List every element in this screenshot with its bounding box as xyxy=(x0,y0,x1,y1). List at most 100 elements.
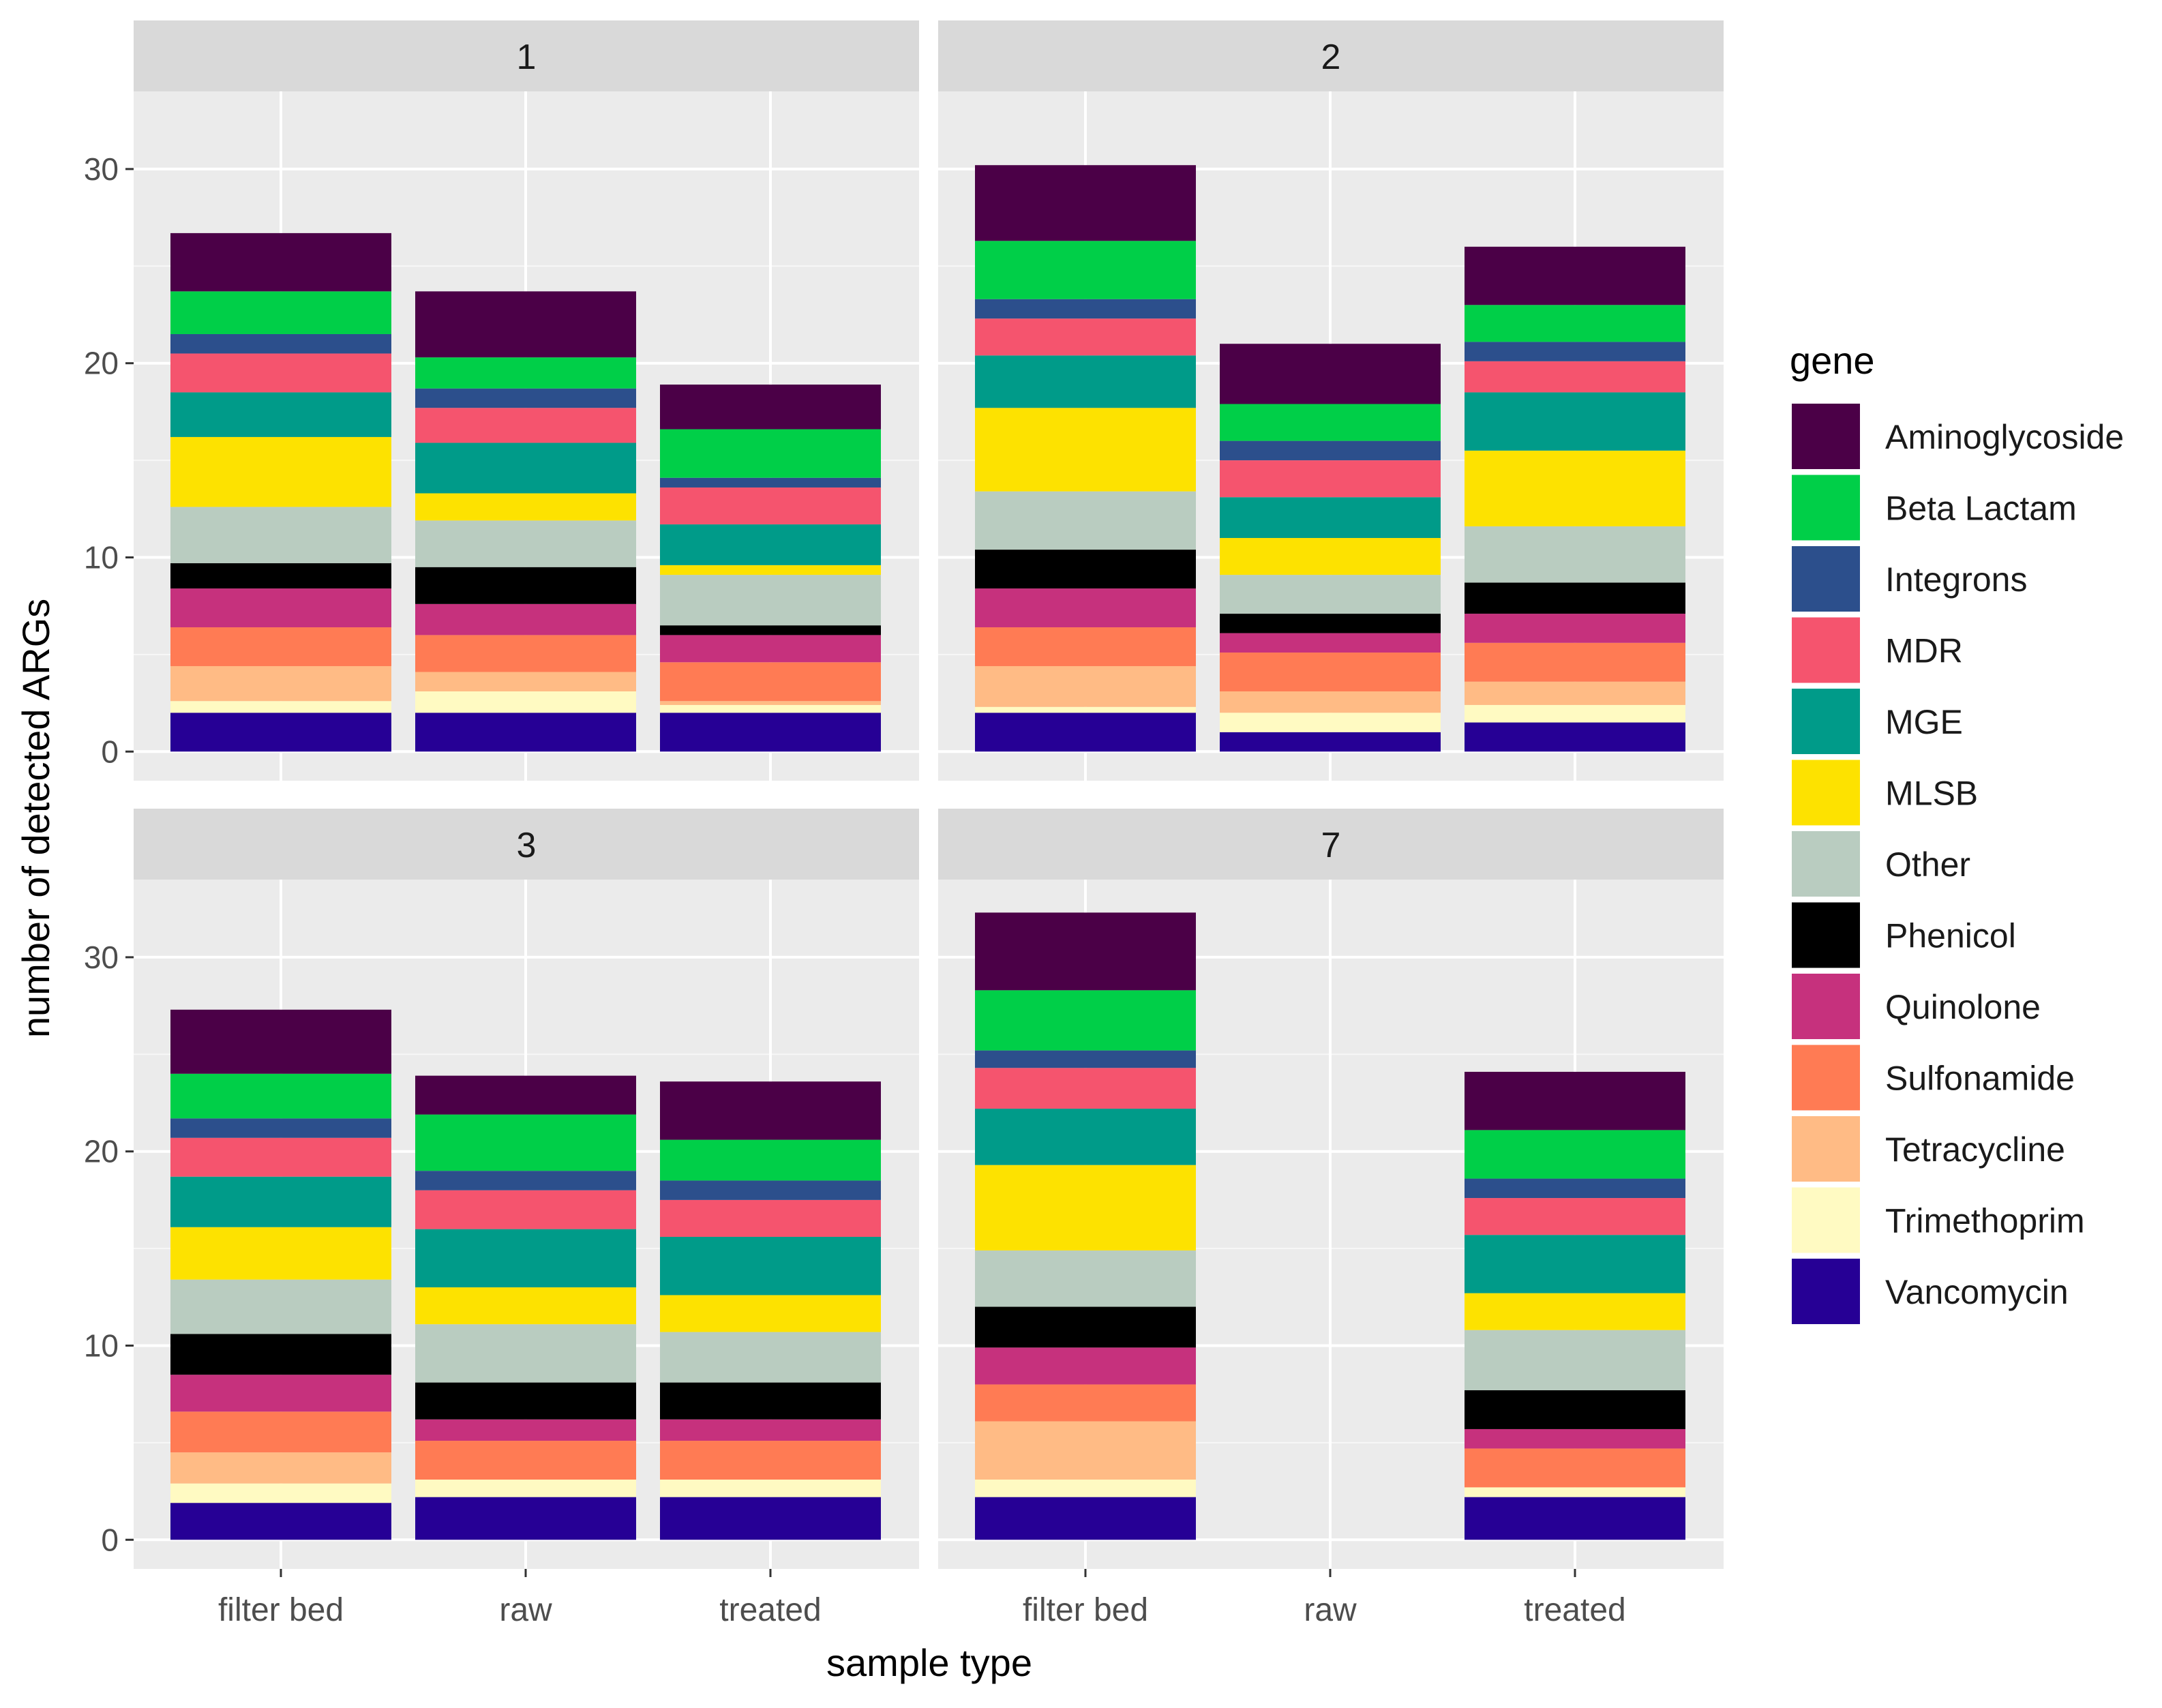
bar-segment-other xyxy=(1465,526,1685,583)
panel-2: 2 xyxy=(938,20,1724,781)
bar-segment-other xyxy=(660,575,881,626)
bar-segment-mlsb xyxy=(975,408,1196,492)
y-tick-label: 10 xyxy=(84,539,119,575)
panel-strip xyxy=(134,809,919,880)
bar-segment-quinolone xyxy=(660,635,881,663)
legend-item: Aminoglycoside xyxy=(1792,404,2124,469)
legend-item: Quinolone xyxy=(1792,974,2041,1039)
legend-swatch xyxy=(1792,617,1860,683)
bar-segment-mlsb xyxy=(975,1165,1196,1250)
bar-segment-beta-lactam xyxy=(975,241,1196,299)
bar-segment-vancomycin xyxy=(975,1497,1196,1540)
panel-7: 7 filter bed raw treated xyxy=(938,809,1724,1628)
bar-segment-mdr xyxy=(170,1137,391,1177)
bar-segment-sulfonamide xyxy=(1465,642,1685,682)
legend-item: Phenicol xyxy=(1792,902,2016,968)
bar-segment-trimethoprim xyxy=(1465,1487,1685,1497)
legend-label: Trimethoprim xyxy=(1885,1202,2085,1240)
legend-swatch xyxy=(1792,831,1860,897)
legend-swatch xyxy=(1792,902,1860,968)
bar-segment-aminoglycoside xyxy=(660,1081,881,1140)
bar-segment-mlsb xyxy=(660,565,881,575)
bar-segment-integrons xyxy=(170,333,391,354)
bar-segment-trimethoprim xyxy=(170,701,391,713)
bar-segment-phenicol xyxy=(1465,1390,1685,1429)
bar-segment-sulfonamide xyxy=(660,662,881,702)
bar-segment-mdr xyxy=(660,1199,881,1238)
legend-item: Trimethoprim xyxy=(1792,1187,2085,1253)
bar-segment-beta-lactam xyxy=(1220,404,1441,441)
legend-item: Integrons xyxy=(1792,546,2027,612)
legend-label: Quinolone xyxy=(1885,988,2041,1026)
bar-segment-phenicol xyxy=(170,1334,391,1375)
bar-segment-vancomycin xyxy=(415,713,636,752)
legend-label: Phenicol xyxy=(1885,917,2016,955)
y-axis-title: number of detected ARGs xyxy=(14,599,57,1038)
bar-segment-vancomycin xyxy=(1220,732,1441,752)
x-tick-label: raw xyxy=(1304,1592,1357,1628)
bar-segment-quinolone xyxy=(975,1347,1196,1385)
legend-label: Other xyxy=(1885,845,1970,884)
bar-segment-trimethoprim xyxy=(170,1483,391,1503)
legend-swatch xyxy=(1792,760,1860,826)
legend-swatch xyxy=(1792,1116,1860,1182)
bar-segment-mlsb xyxy=(1465,1293,1685,1330)
bar-segment-beta-lactam xyxy=(415,357,636,389)
panel-strip xyxy=(938,20,1724,91)
legend-swatch xyxy=(1792,974,1860,1039)
bar-segment-mdr xyxy=(975,1068,1196,1109)
bar-segment-sulfonamide xyxy=(415,1441,636,1480)
bar-segment-trimethoprim xyxy=(1220,713,1441,732)
legend: gene Aminoglycoside Beta Lactam Integrons M… xyxy=(1790,339,2124,1324)
panel-strip-label: 7 xyxy=(1321,826,1341,865)
legend-item: Beta Lactam xyxy=(1792,475,2077,541)
bar-segment-aminoglycoside xyxy=(975,165,1196,241)
bar-segment-mge xyxy=(1465,1235,1685,1293)
bar-segment-vancomycin xyxy=(660,713,881,752)
bar-segment-quinolone xyxy=(975,588,1196,628)
legend-item: Sulfonamide xyxy=(1792,1045,2075,1111)
bar-segment-mge xyxy=(975,355,1196,408)
bar-segment-phenicol xyxy=(415,567,636,604)
bar-segment-other xyxy=(415,520,636,567)
bar-segment-other xyxy=(660,1332,881,1383)
legend-label: Vancomycin xyxy=(1885,1273,2069,1311)
bar-segment-tetracycline xyxy=(1220,691,1441,713)
bar-segment-quinolone xyxy=(1465,1428,1685,1449)
bar-segment-phenicol xyxy=(660,625,881,635)
bar-segment-other xyxy=(170,507,391,564)
y-tick-label: 30 xyxy=(84,151,119,187)
legend-label: Sulfonamide xyxy=(1885,1060,2075,1098)
bar-segment-trimethoprim xyxy=(415,691,636,713)
bar-segment-tetracycline xyxy=(170,665,391,702)
bar-segment-beta-lactam xyxy=(660,1139,881,1181)
bar-segment-other xyxy=(975,1250,1196,1307)
bar-segment-integrons xyxy=(1220,440,1441,461)
bar-segment-quinolone xyxy=(1220,633,1441,653)
bar-segment-beta-lactam xyxy=(660,429,881,478)
bar-segment-mge xyxy=(415,443,636,494)
legend-label: Beta Lactam xyxy=(1885,490,2077,528)
bar-segment-mge xyxy=(415,1229,636,1288)
bar-segment-integrons xyxy=(170,1118,391,1138)
bar-segment-sulfonamide xyxy=(1465,1448,1685,1488)
bar-segment-aminoglycoside xyxy=(170,233,391,292)
bar-segment-phenicol xyxy=(415,1382,636,1420)
bar-segment-phenicol xyxy=(975,550,1196,589)
bar-segment-beta-lactam xyxy=(170,291,391,334)
bar-segment-vancomycin xyxy=(1465,1497,1685,1540)
legend-swatch xyxy=(1792,1045,1860,1111)
bar-segment-trimethoprim xyxy=(660,1479,881,1497)
bar-segment-phenicol xyxy=(1465,582,1685,614)
bar-segment-tetracycline xyxy=(170,1452,391,1484)
bar-segment-beta-lactam xyxy=(415,1114,636,1171)
legend-label: MGE xyxy=(1885,703,1963,741)
bar-segment-trimethoprim xyxy=(660,704,881,713)
bar-segment-aminoglycoside xyxy=(1465,246,1685,305)
legend-swatch xyxy=(1792,404,1860,469)
legend-swatch xyxy=(1792,1187,1860,1253)
bar-segment-aminoglycoside xyxy=(975,912,1196,991)
x-tick-label: filter bed xyxy=(1023,1592,1148,1628)
